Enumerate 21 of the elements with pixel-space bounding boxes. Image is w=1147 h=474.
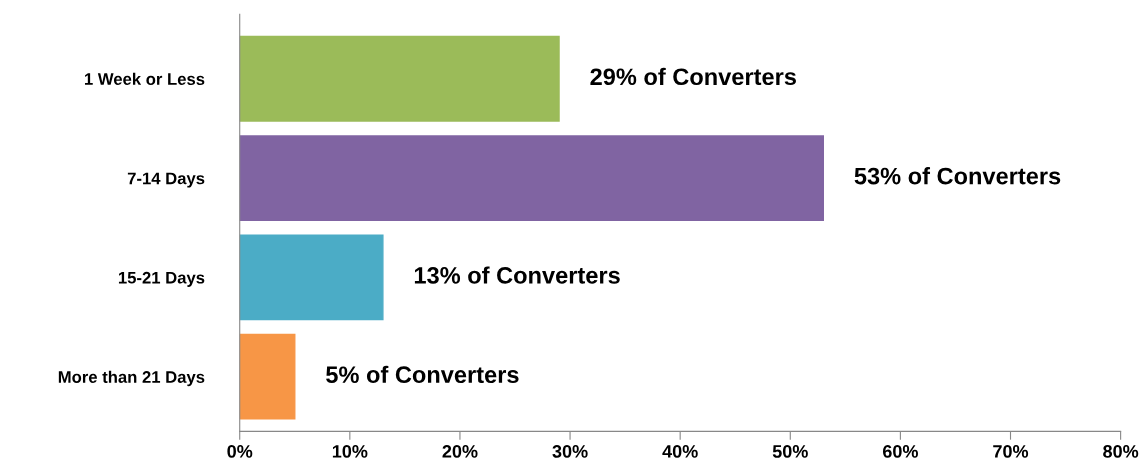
x-tick-label: 80% — [1103, 445, 1139, 458]
data-label: 53% of Converters — [854, 167, 1061, 185]
y-tick-label: 7-14 Days — [127, 172, 205, 188]
x-tick-label: 0% — [227, 445, 253, 458]
data-label: 13% of Converters — [414, 266, 620, 284]
y-tick-label: More than 21 Days — [58, 370, 205, 387]
x-tick-label: 70% — [993, 445, 1029, 458]
x-tick-label: 60% — [882, 445, 918, 458]
bar — [239, 135, 825, 221]
x-tick-label: 30% — [552, 445, 588, 458]
bar — [239, 333, 296, 420]
x-tick-label: 50% — [772, 445, 808, 458]
data-label: 5% of Converters — [326, 365, 519, 384]
bar — [239, 234, 384, 321]
y-tick-label: 1 Week or Less — [85, 72, 205, 85]
x-tick-label: 10% — [332, 445, 368, 458]
data-label: 29% of Converters — [590, 67, 796, 86]
x-tick-label: 20% — [442, 445, 478, 458]
y-tick-label: 15-21 Days — [118, 271, 205, 287]
bar — [239, 35, 560, 122]
x-tick-label: 40% — [662, 445, 698, 458]
